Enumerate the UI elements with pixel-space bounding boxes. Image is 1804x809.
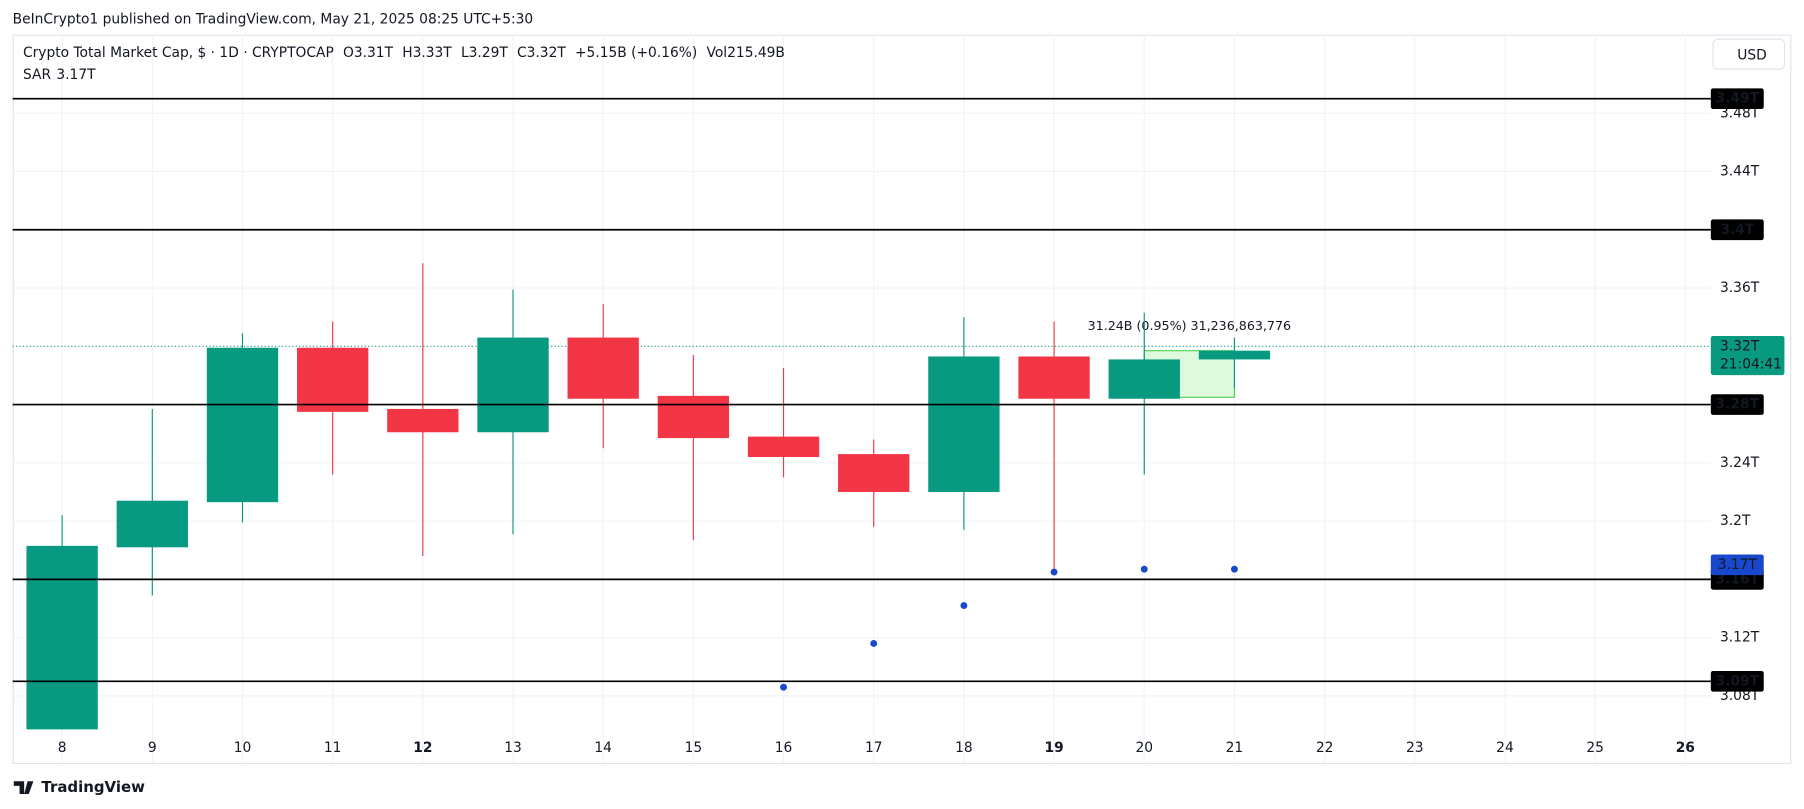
x-tick-label: 8 bbox=[58, 740, 67, 756]
candle-body bbox=[657, 395, 730, 439]
y-tick-label: 3.12T bbox=[1720, 630, 1760, 646]
y-tick-label: 3.48T bbox=[1720, 105, 1760, 121]
sar-dot bbox=[1230, 565, 1238, 573]
legend-text: Vol bbox=[707, 45, 728, 61]
x-tick-label: 16 bbox=[775, 740, 793, 756]
candle-body bbox=[296, 347, 369, 412]
candle-body bbox=[1108, 359, 1180, 399]
level-label: 3.09T bbox=[1716, 673, 1760, 689]
sar-dot bbox=[1050, 568, 1058, 576]
candle-body bbox=[477, 337, 549, 433]
legend-text: C bbox=[517, 45, 527, 61]
legend-text: 3.33T bbox=[413, 45, 453, 61]
x-tick-label: 13 bbox=[504, 740, 522, 756]
x-tick-label: 9 bbox=[148, 740, 157, 756]
level-tag bbox=[1710, 394, 1764, 415]
level-label: 3.16T bbox=[1716, 571, 1760, 587]
published: BeInCrypto1 published on TradingView.com… bbox=[13, 12, 534, 28]
level-label: 3.49T bbox=[1716, 91, 1760, 107]
x-tick-label: 23 bbox=[1406, 740, 1424, 756]
legend-text: 3.32T bbox=[527, 45, 567, 61]
legend-text: L bbox=[461, 45, 469, 61]
x-tick-label: 18 bbox=[955, 740, 973, 756]
legend-text: O bbox=[343, 45, 354, 61]
brand: TradingView bbox=[41, 778, 145, 796]
sar-dot bbox=[780, 683, 787, 691]
price-tag bbox=[1710, 335, 1785, 376]
legend-text: Crypto Total Market Cap, $ · 1D · CRYPTO… bbox=[23, 45, 334, 61]
level-label: 3.4T bbox=[1720, 222, 1754, 238]
candle-body bbox=[838, 454, 910, 492]
x-tick-label: 14 bbox=[594, 740, 612, 756]
legend-text: +5.15B (+0.16%) bbox=[575, 45, 697, 61]
candle-body bbox=[116, 500, 188, 548]
sar-dot bbox=[1140, 565, 1148, 573]
currency: USD bbox=[1737, 47, 1766, 63]
candle-body bbox=[387, 408, 459, 433]
x-tick-label: 10 bbox=[234, 740, 252, 756]
logo bbox=[13, 781, 34, 794]
x-tick-label: 25 bbox=[1586, 740, 1604, 756]
x-tick-label: 12 bbox=[413, 740, 432, 756]
x-tick-label: 15 bbox=[685, 740, 703, 756]
y-tick-label: 3.36T bbox=[1720, 280, 1760, 296]
legend-text: SAR bbox=[23, 67, 51, 83]
y-tick-label: 3.08T bbox=[1720, 688, 1760, 704]
y-tick-label: 3.44T bbox=[1720, 164, 1760, 180]
candle-body bbox=[1198, 350, 1271, 360]
candle-body bbox=[206, 347, 279, 503]
level-label: 3.28T bbox=[1716, 397, 1760, 413]
measure-text: 31.24B (0.95%) 31,236,863,776 bbox=[1088, 318, 1291, 333]
x-tick-label: 24 bbox=[1496, 740, 1514, 756]
frame bbox=[12, 34, 1792, 765]
x-tick-label: 20 bbox=[1135, 740, 1153, 756]
level-tag bbox=[1710, 219, 1764, 241]
legend-text: 215.49B bbox=[727, 45, 785, 61]
sar-dot bbox=[960, 602, 968, 610]
sar-dot bbox=[870, 639, 878, 647]
x-tick-label: 19 bbox=[1044, 740, 1063, 756]
x-tick-label: 17 bbox=[865, 740, 883, 756]
x-tick-label: 26 bbox=[1676, 740, 1695, 756]
candle-body bbox=[567, 337, 639, 399]
level-tag bbox=[1710, 670, 1764, 692]
sar-label: 3.17T bbox=[1718, 557, 1758, 573]
legend-text: 3.29T bbox=[469, 45, 509, 61]
x-tick-label: 22 bbox=[1316, 740, 1334, 756]
sar-tag bbox=[1710, 554, 1764, 576]
price-label: 3.32T bbox=[1720, 338, 1760, 354]
x-tick-label: 21 bbox=[1226, 740, 1244, 756]
legend-text: 3.17T bbox=[56, 67, 96, 83]
candle-body bbox=[26, 545, 98, 730]
x-tick-label: 11 bbox=[324, 740, 342, 756]
candle-body bbox=[747, 436, 820, 458]
currency-button[interactable] bbox=[1712, 38, 1786, 70]
y-tick-label: 3.24T bbox=[1720, 455, 1760, 471]
candle-body bbox=[928, 356, 1000, 492]
level-tag bbox=[1710, 88, 1764, 110]
price-countdown: 21:04:41 bbox=[1720, 357, 1782, 373]
legend-text: H bbox=[402, 45, 412, 61]
legend-text: 3.31T bbox=[354, 45, 394, 61]
candle-body bbox=[1018, 356, 1090, 399]
y-tick-label: 3.2T bbox=[1720, 513, 1751, 529]
